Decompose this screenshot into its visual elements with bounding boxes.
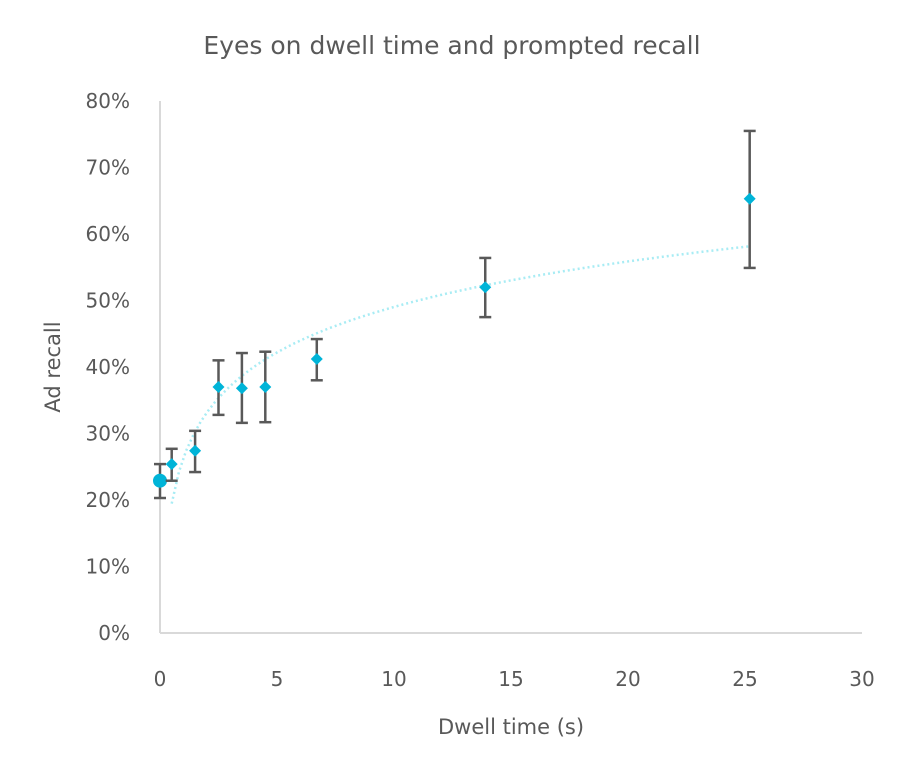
data-point xyxy=(259,380,272,393)
y-tick-label: 80% xyxy=(86,89,130,113)
data-point xyxy=(153,473,167,488)
data-point xyxy=(235,382,248,395)
y-tick-label: 30% xyxy=(86,422,130,446)
y-tick-label: 70% xyxy=(86,156,130,180)
trendline xyxy=(170,245,750,504)
data-point xyxy=(743,192,756,205)
x-tick-label: 20 xyxy=(615,667,640,691)
y-tick-label: 10% xyxy=(86,555,130,579)
x-axis-label: Dwell time (s) xyxy=(438,715,584,739)
x-tick-label: 0 xyxy=(154,667,167,691)
y-axis-label: Ad recall xyxy=(41,321,65,412)
data-point xyxy=(165,458,178,471)
y-tick-label: 60% xyxy=(86,222,130,246)
y-tick-label: 0% xyxy=(98,621,130,645)
chart-title: Eyes on dwell time and prompted recall xyxy=(203,31,700,60)
x-tick-label: 15 xyxy=(498,667,523,691)
x-tick-label: 25 xyxy=(732,667,757,691)
data-point xyxy=(212,380,225,393)
data-point xyxy=(479,281,492,294)
y-tick-label: 40% xyxy=(86,355,130,379)
data-point xyxy=(189,444,202,457)
y-tick-label: 50% xyxy=(86,289,130,313)
y-tick-label: 20% xyxy=(86,488,130,512)
data-point xyxy=(310,353,323,366)
x-tick-label: 5 xyxy=(271,667,284,691)
x-tick-label: 10 xyxy=(381,667,406,691)
x-tick-label: 30 xyxy=(849,667,874,691)
